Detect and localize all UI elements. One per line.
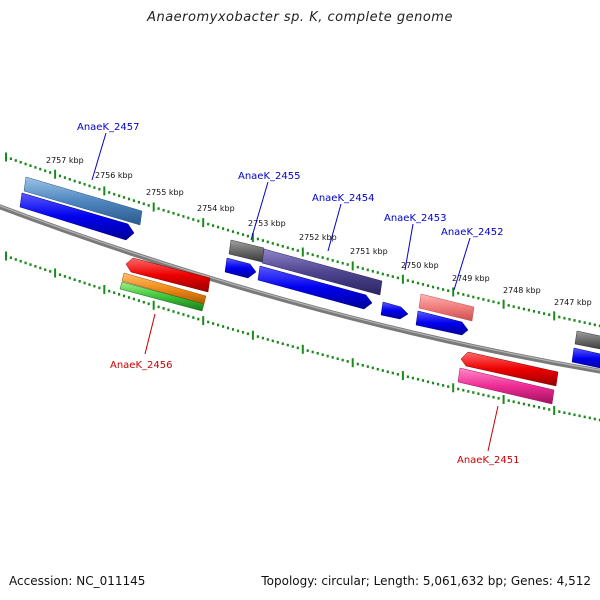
gene-2457-arrow[interactable] [19, 192, 135, 241]
label-anaek-2455[interactable]: AnaeK_2455 [238, 171, 300, 182]
genome-backbone-highlight [0, 205, 600, 371]
map-title: Anaeromyxobacter sp. K, complete genome [147, 10, 453, 25]
label-anaek-2457[interactable]: AnaeK_2457 [77, 122, 139, 133]
gene-2451-feature[interactable] [457, 367, 555, 405]
label-anaek-2452[interactable]: AnaeK_2452 [441, 227, 503, 238]
gene-2456-feature-green[interactable] [119, 281, 205, 312]
kbp-label-2747: 2747 kbp [554, 298, 592, 307]
edge-gene-arrow[interactable] [571, 347, 600, 369]
genome-summary-label: Topology: circular; Length: 5,061,632 bp… [261, 574, 591, 588]
kbp-label-2752: 2752 kbp [299, 233, 337, 242]
kbp-label-2748: 2748 kbp [503, 286, 541, 295]
leader-2452 [453, 237, 471, 291]
gene-2452-feature[interactable] [418, 293, 475, 322]
gene-labels: AnaeK_2457 AnaeK_2455 AnaeK_2454 AnaeK_2… [77, 122, 519, 466]
label-anaek-2454[interactable]: AnaeK_2454 [312, 193, 374, 204]
gene-2452-arrow[interactable] [415, 310, 469, 336]
gene-2455-arrow[interactable] [224, 257, 257, 279]
leader-2456 [144, 313, 156, 355]
leader-2457 [91, 132, 107, 181]
reverse-genes [119, 257, 559, 405]
gene-2453-arrow[interactable] [380, 301, 409, 320]
gene-2454-arrow[interactable] [257, 265, 373, 310]
gene-2455-feature[interactable] [228, 239, 265, 263]
leader-2455 [250, 181, 269, 241]
leader-2451 [487, 405, 499, 452]
gene-2457-feature[interactable] [23, 176, 143, 226]
lower-tick-track [5, 251, 600, 422]
accession-label: Accession: NC_011145 [9, 574, 146, 588]
kbp-label-2754: 2754 kbp [197, 204, 235, 213]
forward-genes [19, 176, 600, 369]
label-anaek-2453[interactable]: AnaeK_2453 [384, 213, 446, 224]
kbp-label-2755: 2755 kbp [146, 188, 184, 197]
gene-2456-arrow[interactable] [125, 257, 211, 293]
label-anaek-2456[interactable]: AnaeK_2456 [110, 360, 172, 371]
gene-2454-feature[interactable] [261, 248, 383, 296]
leader-lines [91, 132, 499, 452]
genome-backbone [0, 204, 600, 374]
kbp-label-2751: 2751 kbp [350, 247, 388, 256]
gene-2451-arrow[interactable] [460, 351, 559, 387]
leader-2454 [327, 203, 342, 252]
edge-gene-feature[interactable] [574, 330, 600, 350]
kbp-label-2750: 2750 kbp [401, 261, 439, 270]
leader-2453 [404, 223, 414, 271]
kbp-label-2749: 2749 kbp [452, 274, 490, 283]
label-anaek-2451[interactable]: AnaeK_2451 [457, 455, 519, 466]
kbp-labels: 2757 kbp 2756 kbp 2755 kbp 2754 kbp 2753… [46, 156, 592, 307]
kbp-label-2756: 2756 kbp [95, 171, 133, 180]
kbp-label-2757: 2757 kbp [46, 156, 84, 165]
kbp-label-2753: 2753 kbp [248, 219, 286, 228]
